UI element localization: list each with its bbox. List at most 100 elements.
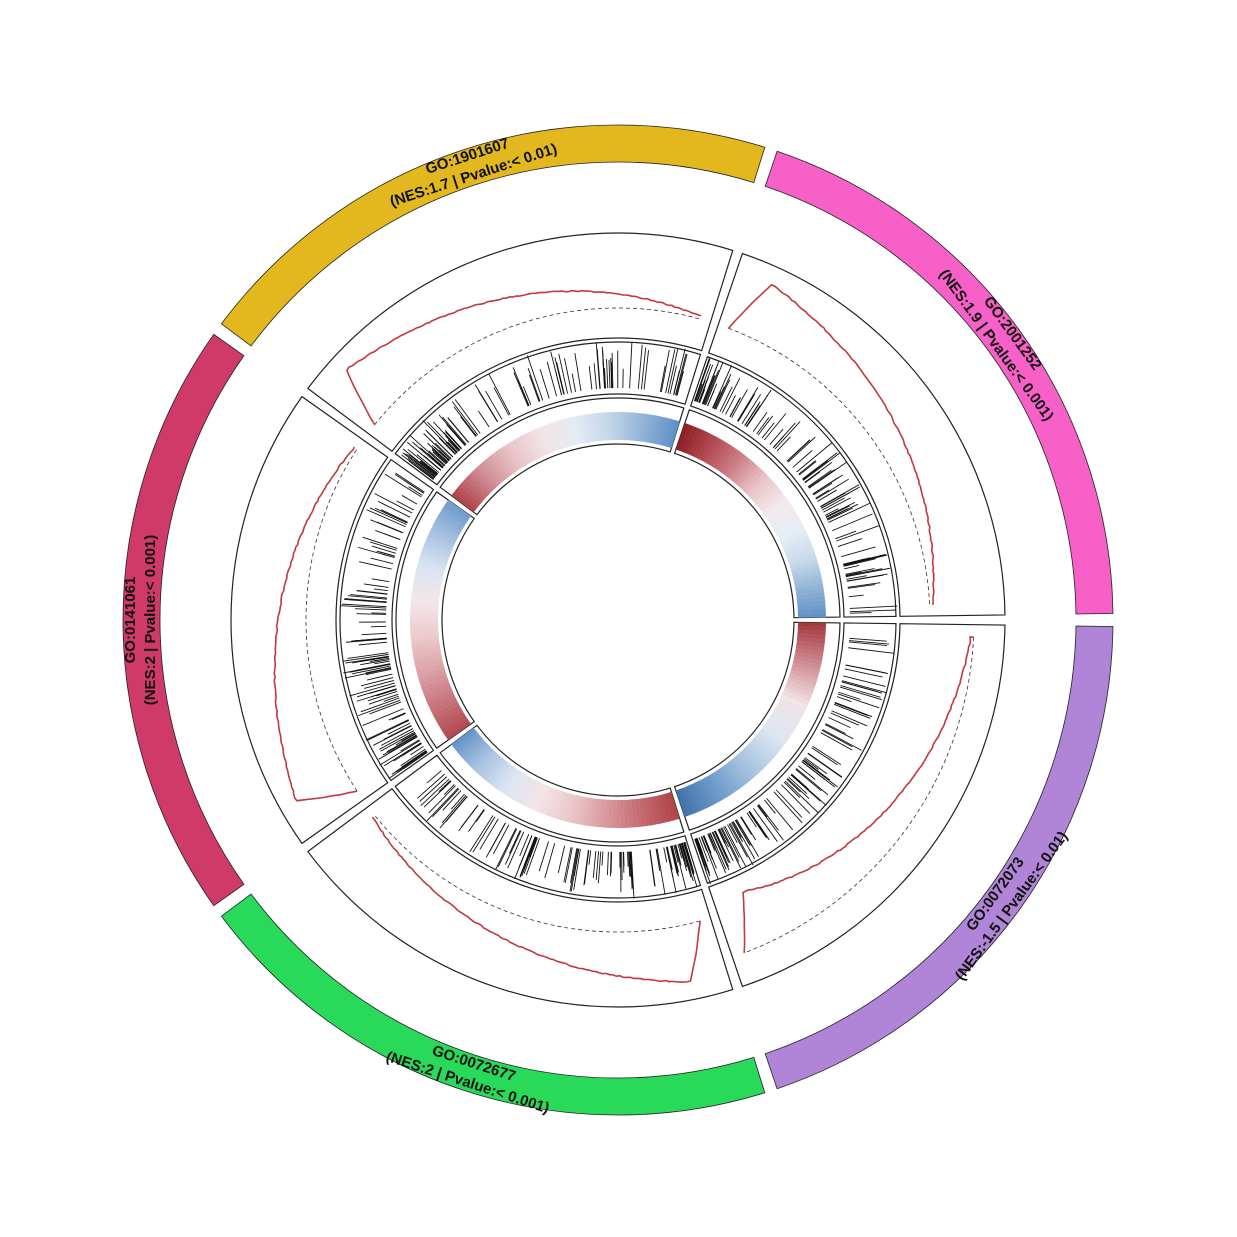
gene-hit-mark <box>784 780 819 814</box>
gene-hit-mark <box>802 759 826 778</box>
heatmap-cell <box>603 412 610 441</box>
gene-hit-mark <box>655 848 660 869</box>
heatmap-cell <box>434 517 462 535</box>
gene-hit-mark <box>679 843 686 861</box>
gene-hit-mark <box>472 816 496 853</box>
gene-hit-mark <box>776 436 791 452</box>
gene-hit-mark <box>772 422 796 448</box>
gene-hit-mark <box>798 765 816 780</box>
heatmap-cell <box>425 536 453 552</box>
gene-hit-mark <box>849 637 887 642</box>
gene-hit-mark <box>696 363 711 402</box>
gene-hit-mark <box>554 357 565 395</box>
gene-hit-mark <box>815 489 830 499</box>
gene-hit-mark <box>712 831 730 868</box>
heatmap-cell <box>490 453 511 479</box>
gene-hit-mark <box>758 804 779 831</box>
gene-hit-mark <box>423 455 442 471</box>
heatmap-cell <box>741 748 765 772</box>
heatmap-cell <box>493 450 514 476</box>
heatmap-cell <box>486 455 508 481</box>
gene-hit-mark <box>701 836 719 879</box>
heatmap-cell <box>627 799 634 828</box>
heatmap-cell <box>792 658 822 670</box>
heatmap-cell <box>689 783 705 811</box>
heatmap-cell <box>778 697 806 714</box>
heatmap-cell <box>788 673 817 686</box>
heatmap-cell <box>789 669 818 682</box>
gene-hit-mark <box>432 451 447 465</box>
gene-hit-mark <box>787 436 816 463</box>
gene-hit-mark <box>703 835 712 854</box>
gene-hit-mark <box>479 818 499 850</box>
heatmap-cell <box>771 511 798 530</box>
gene-hit-mark <box>359 561 392 570</box>
gene-hit-mark <box>849 640 890 645</box>
gene-hit-mark <box>379 551 396 557</box>
heatmap-cell <box>794 651 823 662</box>
gene-hit-mark <box>434 442 452 459</box>
gene-hit-mark <box>663 847 668 863</box>
gene-hit-mark <box>821 729 853 748</box>
gene-hit-mark <box>705 362 724 406</box>
gene-hit-mark <box>737 393 756 422</box>
heatmap-cell <box>739 466 762 490</box>
gene-hit-mark <box>798 461 817 476</box>
heatmap-cell <box>667 791 680 820</box>
gene-hit-mark <box>416 454 440 473</box>
heatmap-cell <box>751 737 776 759</box>
gene-hit-mark <box>643 350 650 390</box>
hit-track-frame-go-2001252 <box>689 355 897 618</box>
heatmap-cell <box>412 585 441 595</box>
gene-hit-mark <box>372 725 412 746</box>
gene-hit-mark <box>839 686 882 701</box>
heatmap-cell <box>480 461 502 486</box>
gene-hit-mark <box>584 850 590 885</box>
gene-hit-mark <box>401 495 418 505</box>
enrichment-score-track <box>273 283 974 983</box>
heatmap-cell <box>693 430 709 459</box>
heatmap-cell <box>483 458 505 483</box>
heatmap-cell <box>763 722 789 743</box>
gene-hit-mark <box>340 605 387 609</box>
gene-hit-mark <box>529 837 538 858</box>
gene-hit-mark <box>474 384 499 422</box>
heatmap-cell <box>565 794 577 823</box>
gene-hit-mark <box>764 799 776 814</box>
es-track-frame-go-1901607 <box>307 232 734 453</box>
heatmap-cell <box>796 640 825 649</box>
gene-hit-mark <box>438 449 451 461</box>
gene-hit-mark <box>670 845 679 877</box>
heatmap-cell <box>620 412 626 441</box>
es-curve-go-2001252 <box>727 283 935 605</box>
heatmap-cell <box>413 577 442 587</box>
heatmap-cell <box>422 681 451 696</box>
heatmap-cell <box>493 764 514 790</box>
heatmap-cell <box>434 704 462 723</box>
heatmap-cell <box>761 725 787 746</box>
gene-hit-mark <box>737 397 753 422</box>
gene-hit-mark <box>786 439 811 462</box>
gene-hit-mark <box>609 851 612 877</box>
gene-hit-mark <box>391 713 406 720</box>
heatmap-cell <box>427 691 455 707</box>
heatmap-cell <box>537 426 553 454</box>
gene-hit-mark <box>425 429 454 458</box>
heatmap-cell <box>718 447 739 474</box>
heatmap-cell <box>464 741 489 764</box>
gene-hit-mark <box>637 344 643 389</box>
gene-hit-mark <box>848 647 895 654</box>
heatmap-cell <box>797 622 826 628</box>
heatmap-cell <box>416 663 445 675</box>
heatmap-cell <box>467 744 491 768</box>
gene-hit-track <box>340 342 898 899</box>
track-ring-layer <box>230 232 1006 1008</box>
heatmap-cell <box>709 773 728 800</box>
gene-hit-mark <box>492 824 510 855</box>
gene-hit-mark <box>817 489 838 502</box>
gene-hit-mark <box>827 507 854 521</box>
heatmap-cell <box>706 775 724 802</box>
gene-hit-mark <box>460 416 477 437</box>
gene-hit-mark <box>670 845 678 874</box>
gene-hit-mark <box>820 484 860 507</box>
